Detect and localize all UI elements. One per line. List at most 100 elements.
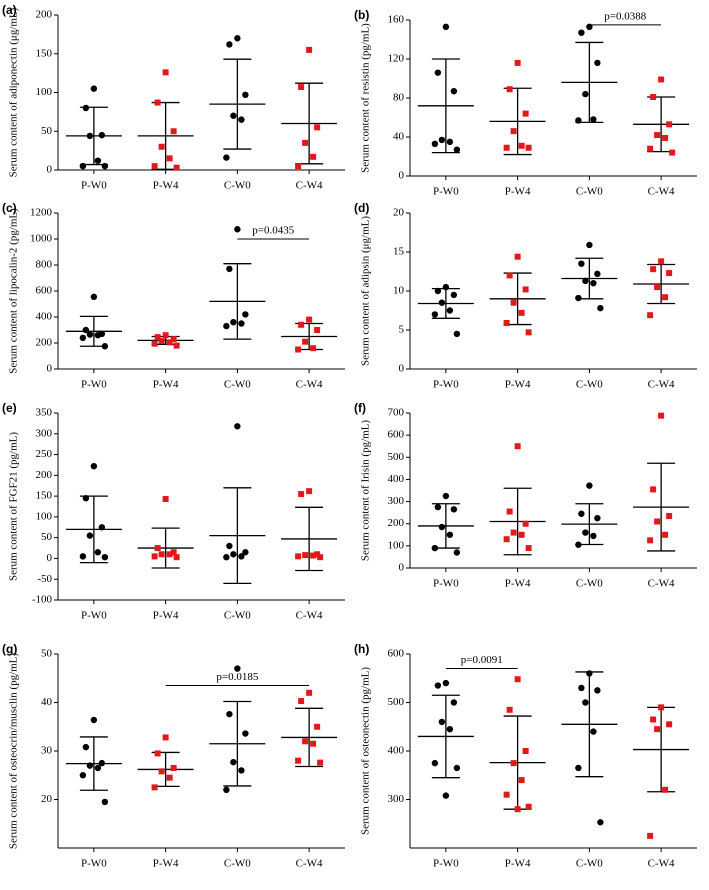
data-point (238, 116, 245, 123)
x-tick-label: P-W0 (433, 858, 459, 870)
data-point (514, 253, 521, 260)
data-point (295, 163, 302, 170)
data-point (162, 332, 169, 339)
data-point (446, 725, 454, 733)
panel-label: (d) (354, 201, 369, 215)
data-point (79, 162, 87, 170)
y-tick-label: 100 (388, 539, 405, 551)
data-point (314, 124, 321, 131)
data-point (101, 162, 109, 170)
x-tick-label: C-W4 (296, 379, 323, 391)
data-point (101, 798, 109, 806)
p-value: p=0.0388 (604, 10, 646, 22)
data-point (298, 698, 305, 705)
data-point (522, 286, 529, 293)
data-point (98, 524, 106, 531)
y-tick-label: 1000 (30, 233, 53, 245)
data-point (101, 553, 109, 561)
x-tick-label: C-W4 (296, 180, 323, 192)
data-point (223, 154, 230, 161)
data-point (230, 758, 237, 766)
data-point (234, 35, 241, 42)
data-point (666, 721, 673, 728)
y-tick-label: 120 (388, 53, 405, 65)
y-axis-label: Serum content of FGF21 (pg/mL) (8, 432, 20, 581)
x-tick-label: P-W0 (81, 180, 107, 192)
data-point (158, 768, 165, 775)
data-point (658, 704, 665, 711)
data-point (650, 266, 657, 273)
data-point (158, 551, 165, 558)
data-point (597, 819, 604, 826)
data-point (658, 412, 665, 419)
data-point (658, 76, 665, 83)
y-tick-label: 100 (36, 86, 53, 98)
y-tick-label: 500 (388, 451, 405, 463)
y-tick-label: 5 (399, 324, 405, 336)
data-point (90, 716, 98, 724)
data-point (669, 149, 676, 156)
x-tick-label: C-W0 (576, 578, 603, 590)
y-tick-label: 10 (393, 285, 405, 297)
panel-label: (f) (354, 401, 366, 415)
data-point (306, 316, 313, 323)
data-point (594, 59, 601, 67)
data-point (98, 131, 106, 139)
data-point (650, 716, 657, 723)
data-point (94, 157, 102, 164)
data-point (158, 338, 165, 345)
panel-label: (e) (2, 401, 17, 415)
y-tick-label: 0 (47, 164, 53, 176)
data-point (223, 786, 230, 793)
y-tick-label: 0 (399, 363, 405, 375)
y-axis-label: Serum content of Irisin (pg/mL) (360, 420, 372, 561)
data-point (594, 270, 601, 278)
data-point (302, 139, 309, 146)
y-tick-label: 15 (393, 246, 405, 258)
data-point (86, 532, 94, 539)
data-point (666, 121, 673, 128)
data-point (431, 759, 439, 767)
data-point (310, 740, 317, 747)
y-tick-label: 200 (36, 9, 53, 21)
data-point (453, 330, 461, 338)
data-point (310, 153, 317, 160)
data-point (434, 69, 442, 76)
data-point (154, 545, 161, 552)
data-point (98, 759, 106, 767)
data-point (518, 309, 525, 316)
y-tick-label: 1200 (30, 207, 53, 219)
data-point (438, 136, 446, 144)
y-tick-label: 350 (36, 407, 53, 419)
y-tick-label: 100 (36, 510, 53, 522)
data-point (510, 128, 517, 135)
data-point (238, 767, 245, 774)
data-point (514, 676, 521, 683)
data-point (94, 332, 102, 339)
x-tick-label: P-W4 (505, 379, 531, 391)
data-point (166, 339, 173, 346)
x-tick-label: C-W4 (648, 578, 675, 590)
data-point (90, 462, 98, 470)
data-point (654, 518, 661, 525)
data-point (151, 163, 158, 170)
x-tick-label: P-W0 (433, 578, 459, 590)
x-tick-label: C-W4 (648, 379, 675, 391)
data-point (151, 553, 158, 560)
data-point (525, 144, 532, 151)
data-point (510, 529, 517, 536)
data-point (510, 760, 517, 767)
y-tick-label: 800 (36, 259, 53, 271)
data-point (594, 687, 601, 694)
y-tick-label: 600 (388, 648, 405, 660)
y-tick-label: 200 (36, 469, 53, 481)
data-point (503, 319, 510, 326)
data-point (306, 488, 313, 495)
y-tick-label: 40 (393, 131, 405, 143)
data-point (650, 486, 657, 493)
data-point (314, 723, 321, 730)
y-tick-label: 200 (388, 517, 405, 529)
y-tick-label: 0 (399, 170, 405, 182)
data-point (662, 134, 669, 141)
data-point (578, 510, 585, 517)
